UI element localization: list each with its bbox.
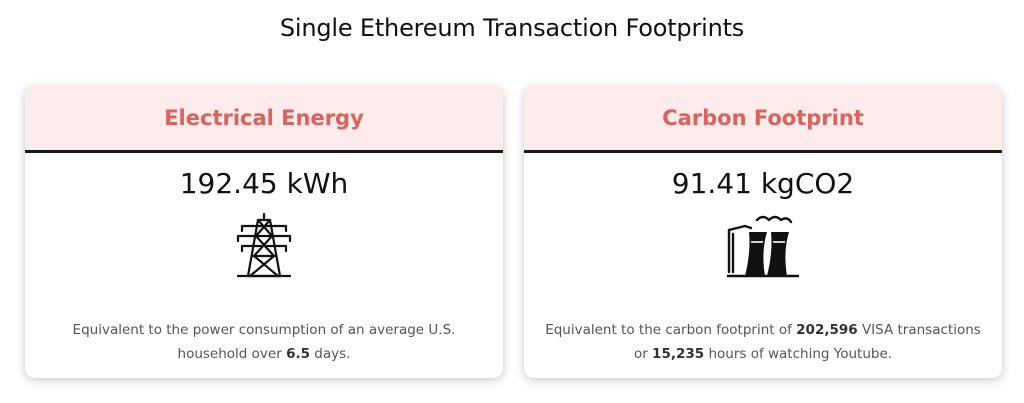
carbon-description: Equivalent to the carbon footprint of 20… — [544, 318, 982, 366]
carbon-desc-middle: VISA transactions or — [633, 322, 981, 362]
card-header-carbon: Carbon Footprint — [524, 86, 1002, 153]
power-tower-icon — [25, 212, 503, 280]
carbon-value: 91.41 kgCO2 — [671, 167, 855, 200]
energy-desc-suffix: days. — [310, 346, 351, 362]
energy-days-value: 6.5 — [286, 346, 310, 362]
carbon-desc-prefix: Equivalent to the carbon footprint of — [545, 322, 797, 338]
factory-smoke-icon — [524, 212, 1002, 280]
carbon-desc-suffix: hours of watching Youtube. — [704, 346, 893, 362]
energy-value: 192.45 kWh — [179, 167, 349, 200]
energy-desc-prefix: Equivalent to the power consumption of a… — [72, 322, 456, 362]
carbon-hours-value: 15,235 — [652, 346, 705, 362]
carbon-visa-value: 202,596 — [796, 322, 858, 338]
page-title: Single Ethereum Transaction Footprints — [279, 14, 745, 42]
electrical-energy-card: Electrical Energy 192.45 kWh — [25, 86, 503, 378]
card-header-energy: Electrical Energy — [25, 86, 503, 153]
energy-description: Equivalent to the power consumption of a… — [45, 318, 483, 366]
carbon-footprint-card: Carbon Footprint 91.41 kgCO2 Equivalent … — [524, 86, 1002, 378]
